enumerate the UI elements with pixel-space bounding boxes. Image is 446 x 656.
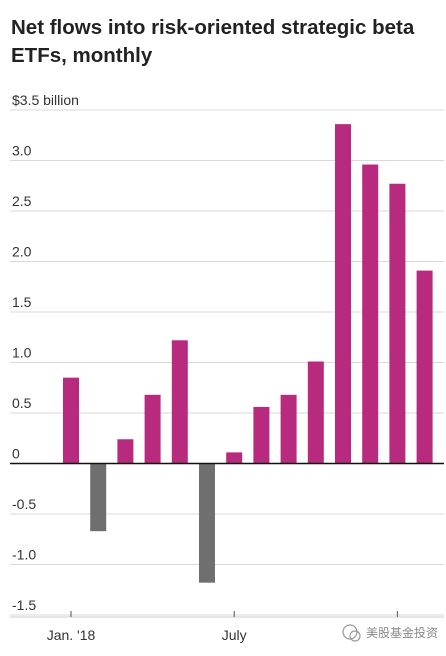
bar-may-2018 [171,340,188,464]
x-axis: Jan. '18 July [10,611,444,643]
bar-nov-2018 [335,124,351,464]
bar-apr-2018 [144,394,161,464]
bar-mar-2018 [117,439,134,464]
bar-jul-2018 [226,452,243,464]
bar-dec-2018 [362,164,379,464]
y-tick-label: 2.0 [12,244,32,260]
x-tick-label: July [222,627,247,643]
bar-jun-2018 [199,463,215,583]
bar-feb-2019 [416,270,433,464]
bar-jan-2018 [63,377,79,464]
y-tick-label: 2.5 [12,193,32,209]
chart-title: Net flows into risk-oriented strategic b… [11,16,415,67]
y-tick-label: 1.5 [12,294,32,310]
y-tick-label: 3.0 [12,143,32,159]
gridlines [10,109,444,616]
y-tick-label: 0.5 [12,395,32,411]
bar-jan-2019 [389,183,406,464]
y-axis-tick-labels: -1.5 -1.0 -0.5 0 0.5 1.0 1.5 2.0 2.5 3.0 $3.5 bill… [12,92,79,613]
watermark: 美股基金投资 [342,624,438,642]
bar-aug-2018 [253,406,270,464]
y-tick-label: -0.5 [12,496,36,512]
y-tick-label: -1.5 [12,597,36,613]
y-tick-label: 0 [12,446,20,462]
y-tick-label: $3.5 billion [12,92,79,108]
y-tick-label: 1.0 [12,345,32,361]
bar-feb-2018 [90,463,107,532]
x-tick-label: Jan. '18 [47,627,96,643]
bar-sep-2018 [280,394,297,464]
bar-oct-2018 [307,361,324,464]
y-tick-label: -1.0 [12,547,36,563]
watermark-text: 美股基金投资 [366,625,438,640]
bars [63,124,433,583]
wechat-icon-inner [349,630,361,642]
